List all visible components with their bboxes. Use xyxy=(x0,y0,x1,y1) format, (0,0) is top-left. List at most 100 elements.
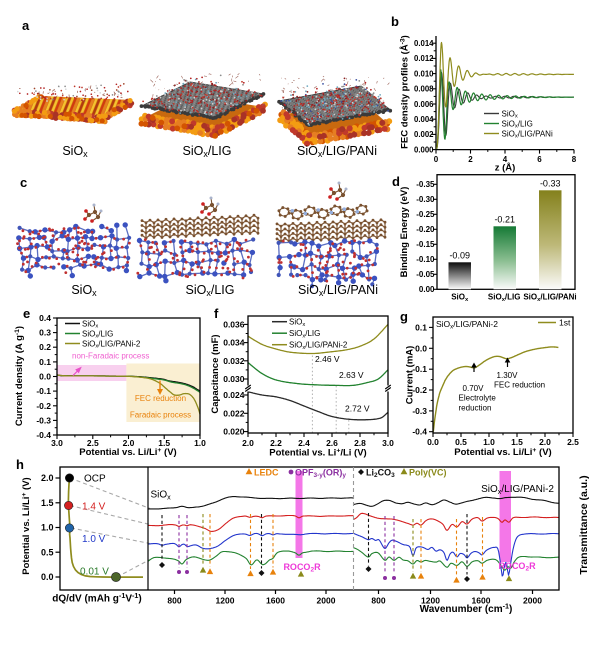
svg-text:0.0: 0.0 xyxy=(427,437,439,447)
svg-text:0.5: 0.5 xyxy=(41,548,54,558)
svg-text:0.006: 0.006 xyxy=(414,100,434,109)
svg-text:-0.4: -0.4 xyxy=(412,427,427,437)
svg-text:0.1: 0.1 xyxy=(39,357,51,367)
svg-text:SiOx/LIG: SiOx/LIG xyxy=(502,119,533,129)
svg-text:2.6: 2.6 xyxy=(326,438,338,448)
svg-text:0.4: 0.4 xyxy=(39,313,51,323)
svg-text:0.00: 0.00 xyxy=(419,285,435,294)
svg-text:SiOx/LIG: SiOx/LIG xyxy=(183,144,232,159)
svg-text:2.2: 2.2 xyxy=(270,438,282,448)
svg-text:-0.21: -0.21 xyxy=(494,214,515,224)
svg-text:2.5: 2.5 xyxy=(87,438,99,448)
svg-text:0.70V: 0.70V xyxy=(463,384,485,393)
svg-text:ROCO2R: ROCO2R xyxy=(283,562,321,574)
svg-text:FEC density profiles (Å-3): FEC density profiles (Å-3) xyxy=(399,35,410,149)
svg-text:0.020: 0.020 xyxy=(223,427,245,437)
svg-text:-0.2: -0.2 xyxy=(36,401,51,411)
svg-text:SiOx/LIG/PANi: SiOx/LIG/PANi xyxy=(523,293,576,303)
svg-text:2: 2 xyxy=(468,155,473,164)
svg-text:d: d xyxy=(392,174,400,189)
svg-text:1.0 V: 1.0 V xyxy=(82,534,106,545)
svg-text:1.4 V: 1.4 V xyxy=(82,502,106,513)
svg-text:2.0: 2.0 xyxy=(242,438,254,448)
svg-text:-0.15: -0.15 xyxy=(416,240,435,249)
svg-text:0.0: 0.0 xyxy=(415,343,427,353)
svg-text:0.024: 0.024 xyxy=(223,390,245,400)
svg-text:2.0: 2.0 xyxy=(123,438,135,448)
svg-text:-0.1: -0.1 xyxy=(36,386,51,396)
svg-text:SiOx/LIG/PANi-2: SiOx/LIG/PANi-2 xyxy=(436,319,498,331)
svg-text:Potential vs. Li/Li+ (V): Potential vs. Li/Li+ (V) xyxy=(79,447,176,458)
svg-text:0.0: 0.0 xyxy=(39,372,51,382)
svg-text:Binding Energy (eV): Binding Energy (eV) xyxy=(399,187,410,278)
svg-text:1.5: 1.5 xyxy=(158,438,170,448)
svg-text:Potential vs. Li+/Li (V): Potential vs. Li+/Li (V) xyxy=(269,447,366,458)
svg-text:-0.10: -0.10 xyxy=(416,255,435,264)
svg-text:a: a xyxy=(22,18,30,33)
svg-text:Li2CO3: Li2CO3 xyxy=(366,468,395,480)
svg-text:2.72 V: 2.72 V xyxy=(345,404,370,414)
svg-text:f: f xyxy=(214,306,219,321)
svg-text:-0.2: -0.2 xyxy=(412,385,427,395)
svg-text:0.032: 0.032 xyxy=(223,356,245,366)
svg-text:800: 800 xyxy=(371,596,385,606)
svg-text:-0.33: -0.33 xyxy=(540,178,561,188)
svg-text:2000: 2000 xyxy=(523,596,542,606)
svg-text:1.5: 1.5 xyxy=(41,498,54,508)
svg-text:800: 800 xyxy=(167,596,181,606)
svg-text:SiOx: SiOx xyxy=(151,490,172,502)
svg-text:SiOx: SiOx xyxy=(71,283,97,298)
svg-text:3.0: 3.0 xyxy=(51,438,63,448)
svg-text:-0.25: -0.25 xyxy=(416,210,435,219)
svg-text:1.0: 1.0 xyxy=(483,437,495,447)
svg-text:2.0: 2.0 xyxy=(41,473,54,483)
svg-text:SiOx: SiOx xyxy=(62,144,88,159)
svg-text:2000: 2000 xyxy=(317,596,336,606)
svg-text:z (Å): z (Å) xyxy=(495,163,516,174)
svg-text:0.002: 0.002 xyxy=(414,130,434,139)
svg-text:OCP: OCP xyxy=(84,474,106,485)
svg-text:ROCO2R: ROCO2R xyxy=(498,561,536,573)
svg-text:0.010: 0.010 xyxy=(414,69,434,78)
svg-text:g: g xyxy=(400,309,408,324)
svg-text:SiOx/LIG: SiOx/LIG xyxy=(82,329,113,339)
svg-text:SiOx/LIG/PANi: SiOx/LIG/PANi xyxy=(298,283,378,298)
svg-text:0.000: 0.000 xyxy=(414,145,434,154)
svg-text:OPF3-y(OR)y: OPF3-y(OR)y xyxy=(295,468,346,480)
svg-text:1.0: 1.0 xyxy=(194,438,206,448)
svg-text:c: c xyxy=(20,175,27,190)
svg-text:0.1: 0.1 xyxy=(415,322,427,332)
svg-text:1.0: 1.0 xyxy=(41,523,54,533)
svg-text:SiOx/LIG/PANi: SiOx/LIG/PANi xyxy=(297,144,377,159)
svg-text:0.034: 0.034 xyxy=(223,338,245,348)
svg-text:non-Faradaic process: non-Faradaic process xyxy=(72,352,149,361)
svg-text:SiOx: SiOx xyxy=(451,293,469,303)
svg-text:Poly(VC): Poly(VC) xyxy=(409,468,447,478)
svg-text:Faradaic process: Faradaic process xyxy=(130,411,191,420)
svg-text:4: 4 xyxy=(503,155,508,164)
svg-text:-0.30: -0.30 xyxy=(416,195,435,204)
svg-text:dQ/dV (mAh g-1V-1): dQ/dV (mAh g-1V-1) xyxy=(52,591,142,604)
svg-text:SiOx/LIG: SiOx/LIG xyxy=(186,283,235,298)
svg-text:1.30V: 1.30V xyxy=(497,371,519,380)
svg-text:FEC reduction: FEC reduction xyxy=(135,394,186,403)
svg-text:Potential vs. Li/Li+ (V): Potential vs. Li/Li+ (V) xyxy=(21,477,32,574)
svg-text:-0.20: -0.20 xyxy=(416,225,435,234)
svg-text:0.2: 0.2 xyxy=(39,342,51,352)
svg-text:SiOx/LIG/PANi-2: SiOx/LIG/PANi-2 xyxy=(481,484,554,496)
svg-text:LEDC: LEDC xyxy=(254,468,279,478)
svg-text:0.5: 0.5 xyxy=(455,437,467,447)
svg-text:0.012: 0.012 xyxy=(414,54,434,63)
svg-text:Electrolyte: Electrolyte xyxy=(459,394,497,403)
svg-text:Transmittance (a.u.): Transmittance (a.u.) xyxy=(578,475,590,574)
svg-text:Current density (A g-1): Current density (A g-1) xyxy=(14,326,25,426)
svg-text:SiOx: SiOx xyxy=(82,319,98,329)
svg-text:0.014: 0.014 xyxy=(414,39,434,48)
svg-text:SiOx: SiOx xyxy=(289,318,305,328)
svg-text:2.46 V: 2.46 V xyxy=(315,354,340,364)
svg-text:SiOx: SiOx xyxy=(502,109,518,119)
svg-text:SiOx/LIG: SiOx/LIG xyxy=(488,293,521,303)
svg-text:2.63 V: 2.63 V xyxy=(339,370,364,380)
svg-text:1200: 1200 xyxy=(216,596,235,606)
svg-text:e: e xyxy=(23,306,30,321)
